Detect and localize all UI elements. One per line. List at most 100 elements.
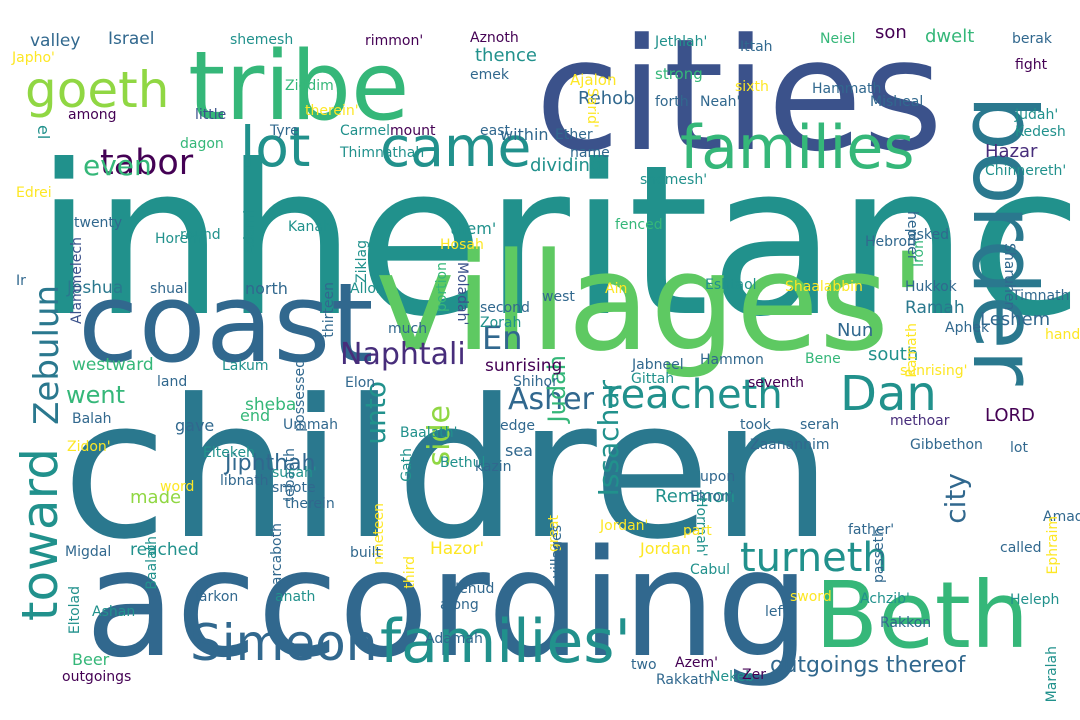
cloud-word: families'	[380, 607, 632, 677]
cloud-word: Issachar	[592, 380, 625, 497]
cloud-word: Kedesh	[1015, 124, 1066, 140]
cloud-word: Leshem	[980, 309, 1051, 330]
cloud-word: anath	[275, 589, 316, 605]
cloud-word: LORD	[985, 405, 1035, 426]
cloud-word: Adamah	[425, 631, 483, 647]
cloud-word: part	[683, 523, 712, 539]
cloud-word: Dan	[840, 366, 937, 422]
cloud-word: Ziklag	[354, 240, 370, 283]
cloud-word: Maralah	[1044, 646, 1060, 703]
cloud-word: Hammath	[812, 81, 882, 97]
cloud-word: dagon	[180, 136, 224, 152]
cloud-word: them'	[450, 219, 497, 238]
cloud-word: Baalath'	[400, 425, 458, 441]
cloud-word: Beer	[72, 650, 110, 669]
cloud-word: sunrising'	[900, 363, 968, 379]
cloud-word: mount	[390, 123, 436, 139]
cloud-word: inheritance	[35, 121, 1080, 363]
cloud-word: forth	[655, 94, 689, 110]
cloud-word: serah	[800, 417, 840, 433]
cloud-word: according	[85, 518, 811, 690]
cloud-word: Japho'	[12, 50, 55, 66]
cloud-word: made	[130, 487, 182, 508]
cloud-word: sword	[790, 589, 832, 605]
cloud-word: Simeon	[190, 614, 378, 672]
cloud-word: Azem'	[675, 655, 719, 671]
cloud-word: second	[480, 300, 530, 316]
cloud-word: Zaanannim	[750, 437, 830, 453]
cloud-word: passeth	[871, 528, 887, 584]
cloud-word: Jiphthah	[225, 451, 316, 476]
cloud-word: westward	[72, 355, 154, 375]
cloud-word: Ether	[555, 127, 593, 143]
cloud-word: Jethlah'	[655, 34, 708, 50]
cloud-word: rimmon'	[365, 33, 424, 49]
cloud-word: Adami	[242, 210, 258, 255]
cloud-word: turneth	[740, 535, 888, 581]
cloud-word: Edrei	[16, 185, 52, 201]
cloud-word: north	[245, 279, 288, 298]
cloud-word: Neiel	[820, 31, 856, 47]
cloud-word: Rakkon	[880, 615, 932, 631]
cloud-word: coast	[78, 259, 374, 387]
cloud-word: Ephraim	[1045, 516, 1061, 575]
cloud-word: En	[482, 319, 523, 357]
cloud-word: shemesh	[230, 32, 294, 48]
cloud-word: hand'	[1045, 327, 1080, 343]
cloud-word: Jabneel	[632, 357, 684, 373]
cloud-word: little	[195, 107, 227, 123]
cloud-word: shemesh'	[640, 172, 708, 188]
cloud-word: Aphek	[945, 320, 990, 336]
cloud-word: children	[62, 359, 833, 582]
cloud-word: along	[440, 597, 479, 613]
cloud-word: Hormah'	[693, 497, 709, 557]
cloud-word: Heleph	[1010, 592, 1060, 608]
cloud-word: Chinnereth'	[985, 163, 1067, 179]
cloud-word: Timnath	[1012, 288, 1070, 304]
cloud-word: dividing	[530, 155, 602, 176]
cloud-word: came	[380, 115, 532, 179]
cloud-word: sheba	[245, 395, 297, 415]
cloud-word: Asher	[508, 382, 594, 417]
cloud-word: marcaboth	[269, 523, 285, 599]
cloud-word: Zebulun	[27, 285, 67, 425]
cloud-word: Carmel	[340, 123, 391, 139]
cloud-word: valley	[30, 31, 81, 51]
cloud-word: reached	[130, 540, 199, 560]
cloud-word: Ittah	[740, 39, 773, 55]
cloud-word: Ummah	[283, 417, 338, 433]
cloud-word: jarkon	[195, 589, 239, 605]
cloud-word: Aznoth	[470, 30, 519, 46]
cloud-word: Shihor	[513, 374, 558, 390]
cloud-word: went	[66, 381, 126, 409]
cloud-word: Alammelech	[69, 237, 85, 325]
cloud-word: susah'	[272, 465, 317, 481]
cloud-word: Eltekeh	[203, 445, 255, 461]
cloud-word: portion	[434, 262, 450, 313]
cloud-word: Eshtaol	[705, 277, 757, 293]
cloud-word: Moladah'	[454, 262, 470, 326]
cloud-word: Ajalon	[570, 71, 617, 89]
cloud-word: Zorah	[480, 315, 522, 331]
cloud-word: thirteen	[321, 282, 337, 338]
cloud-word: Cabul	[690, 562, 731, 578]
cloud-word: Israel	[108, 29, 155, 49]
cloud-word: Ir	[16, 273, 26, 289]
cloud-word: Misheal	[870, 94, 924, 110]
cloud-word: lot	[1010, 440, 1028, 456]
cloud-word: sixth	[735, 79, 769, 95]
cloud-word: Nun	[837, 320, 874, 341]
cloud-word: fight	[1015, 57, 1048, 73]
cloud-word: Judah'	[1015, 107, 1059, 123]
cloud-word: within	[500, 125, 549, 144]
cloud-word: east	[480, 123, 510, 139]
cloud-word: Shaalabbin	[785, 279, 863, 295]
cloud-word: Kanah	[288, 219, 332, 235]
cloud-word: even	[83, 149, 152, 182]
cloud-word: Allon	[350, 281, 385, 297]
cloud-word: sea	[505, 441, 533, 460]
cloud-word: goeth	[25, 61, 170, 119]
cloud-word: Jehud	[455, 581, 495, 597]
cloud-word: Sharuhen	[1001, 243, 1017, 311]
